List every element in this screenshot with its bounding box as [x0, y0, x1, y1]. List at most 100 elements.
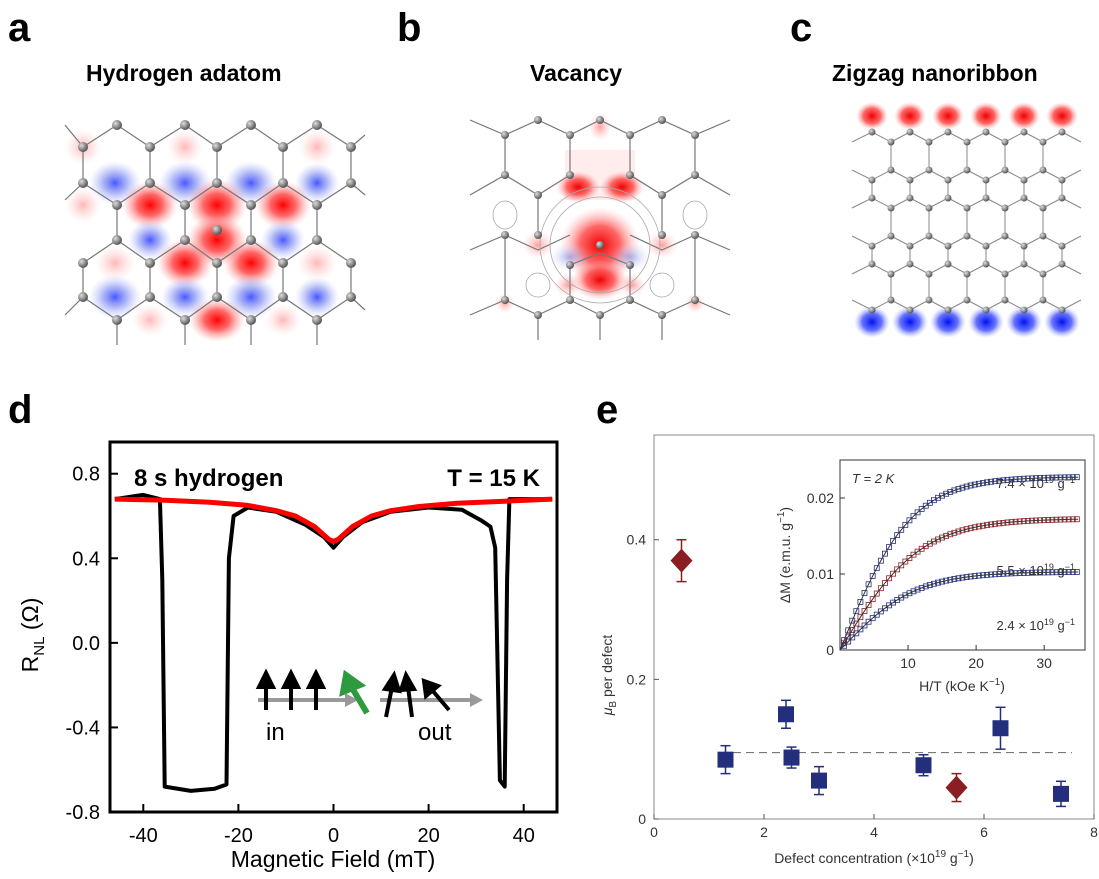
inset-fit-curve — [839, 571, 1079, 651]
chart-e-xtick-label: 0 — [650, 824, 658, 840]
inset-data-marker — [877, 585, 884, 592]
chart-e-xlabel-sup: 19 — [935, 849, 947, 860]
inset-data-marker — [906, 517, 913, 524]
chart-d-ylabel-unit: (Ω) — [17, 598, 43, 637]
inset-data-marker — [886, 575, 892, 582]
inset-data-marker — [898, 562, 905, 569]
inset-data-marker — [853, 630, 860, 637]
chart-e-magnetic-moment: 0 2 4 6 800.20.4 Defect concentration (×1019… — [599, 434, 1098, 866]
spin-valve-schematic: in out — [255, 668, 483, 746]
chart-d-ytick-label: -0.8 — [66, 802, 100, 824]
inset-data-marker — [849, 634, 856, 641]
inset-ylabel-close: ) — [777, 507, 793, 512]
inset-data-marker — [861, 622, 868, 629]
inset-data-marker — [943, 532, 950, 539]
inset-curve-label-sup: 19 — [1044, 617, 1054, 627]
inset-xtick-label: 10 — [900, 655, 916, 671]
inset-data-marker — [873, 565, 880, 572]
inset-data-marker — [931, 538, 937, 545]
inset-data-marker — [857, 599, 864, 605]
inset-data-marker — [906, 590, 913, 597]
inset-data-marker — [935, 536, 941, 543]
inset-xlabel-sup: −1 — [989, 677, 1001, 688]
inset-data-marker — [967, 525, 974, 532]
chart-d-ylabel: RNL (Ω) — [17, 598, 48, 673]
chart-d-ytick-label: 0.4 — [72, 548, 100, 570]
chart-d-series-fit — [114, 496, 553, 544]
chart-d-series-measured — [114, 492, 553, 793]
panel-letter-e: e — [596, 388, 619, 432]
inset-data-marker — [914, 586, 921, 593]
chart-e-point-diamond — [670, 548, 693, 573]
inset-data-marker — [857, 614, 864, 621]
inset-data-marker — [845, 638, 852, 645]
chart-e-xlabel-close: ) — [969, 850, 974, 866]
inset-data-marker — [873, 590, 880, 597]
inset-data-marker — [959, 484, 966, 491]
inset-data-marker — [947, 531, 954, 538]
inset-data-marker — [865, 618, 872, 625]
inset-curve-label-main: 7.4 × 10 — [997, 476, 1044, 491]
chart-e-xtick-label: 2 — [760, 824, 768, 840]
inset-data-marker — [890, 570, 896, 577]
inset-curve-label-tail: g — [1054, 563, 1065, 578]
chart-e-xtick-label: 4 — [870, 824, 878, 840]
chart-e-ylabel: μB per defect — [599, 635, 619, 717]
inset-data-marker — [857, 626, 864, 633]
inset-data-marker — [943, 490, 950, 497]
inset-data-marker — [882, 605, 888, 612]
chart-d-xtick-label: -20 — [224, 825, 253, 847]
inset-curve-label-tail: g — [1054, 476, 1065, 491]
chart-e-ytick-label: 0 — [638, 811, 646, 827]
contour-lines-b — [492, 186, 708, 304]
inset-data-marker — [963, 483, 970, 490]
chart-e-point-square — [811, 772, 827, 789]
inset-data-marker — [918, 505, 925, 512]
chart-e-ylabel-sub: B — [608, 701, 619, 708]
panel-title-zigzag-nanoribbon: Zigzag nanoribbon — [832, 60, 1038, 86]
panel-letter-c: c — [790, 6, 813, 50]
inset-data-marker — [902, 521, 909, 528]
inset-data-marker — [910, 513, 917, 520]
inset-data-marker — [910, 551, 917, 558]
inset-data-marker — [947, 489, 954, 495]
chart-e-xlabel-main: Defect concentration (×10 — [774, 850, 935, 866]
inset-xlabel-close: ) — [1000, 678, 1005, 694]
inset-ylabel: ΔM (e.m.u. g−1) — [776, 507, 793, 603]
carbon-atoms-c — [868, 128, 1066, 314]
inset-data-marker — [890, 537, 896, 544]
inset-data-marker — [873, 611, 880, 618]
chart-e-xtick-label: 6 — [980, 824, 988, 840]
inset-data-marker — [967, 482, 974, 489]
inset-frame — [839, 459, 1086, 651]
carbon-bonds-c — [851, 131, 1082, 311]
chart-e-ylabel-tail: per defect — [599, 635, 615, 701]
inset-curve-label-main: 5.5 × 10 — [997, 563, 1044, 578]
inset-curve-label: 7.4 × 1019 g−1 — [997, 475, 1075, 491]
inset-data-marker — [914, 509, 921, 516]
inset-data-marker — [877, 557, 884, 564]
inset-data-marker — [882, 580, 888, 587]
spin-arrow-icon — [255, 668, 327, 710]
inset-data-marker — [853, 620, 860, 627]
panel-title-hydrogen-adatom: Hydrogen adatom — [86, 60, 282, 86]
zigzag-nanoribbon-lattice — [851, 102, 1082, 338]
panel-title-vacancy: Vacancy — [530, 60, 623, 86]
inset-data-marker — [861, 590, 868, 596]
inset-data-marker — [882, 550, 888, 557]
spin-precession-arrow-icon — [339, 669, 370, 715]
chart-e-ylabel-main: μ — [599, 707, 615, 716]
spin-label-out: out — [418, 719, 452, 746]
inset-data-marker — [849, 627, 856, 633]
panel-letter-b: b — [397, 6, 422, 50]
inset-data-marker — [869, 596, 876, 603]
inset-data-marker — [959, 527, 966, 534]
inset-xlabel-main: H/T (kOe K — [919, 678, 989, 694]
inset-ylabel-sup: −1 — [776, 511, 787, 523]
inset-data-marker — [910, 588, 917, 595]
inset-ylabel-main: ΔM (e.m.u. g — [777, 523, 793, 603]
chart-e-point-square — [783, 749, 800, 766]
inset-data-marker — [939, 578, 945, 585]
chart-d-ytick-label: 0.0 — [72, 633, 100, 655]
inset-data-marker — [906, 555, 913, 561]
